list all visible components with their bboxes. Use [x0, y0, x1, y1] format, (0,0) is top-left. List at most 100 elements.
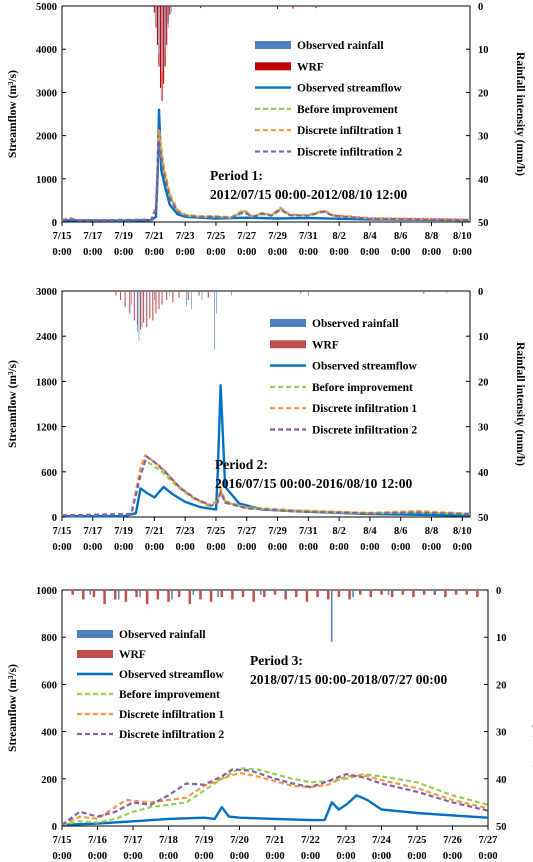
y2-tick-label: 20	[478, 377, 489, 388]
x-tick-time: 0:00	[114, 542, 133, 553]
y-tick-label: 200	[41, 775, 57, 786]
wrf-rain-bar	[169, 6, 171, 15]
observed-rain-bar	[141, 291, 143, 328]
x-tick-time: 0:00	[176, 542, 195, 553]
observed-rain-bar	[230, 291, 232, 296]
observed-rain-bar	[387, 590, 390, 595]
observed-rain-bar	[117, 590, 120, 600]
legend-label: Observed streamflow	[119, 669, 225, 681]
wrf-rain-bar	[143, 291, 145, 323]
legend-swatch-observed-rainfall	[270, 319, 306, 327]
wrf-rain-bar	[412, 590, 415, 598]
x-tick-date: 8/2	[332, 231, 345, 242]
x-tick-date: 7/21	[145, 526, 164, 537]
period-title: Period 1:	[210, 168, 263, 183]
period-title: Period 3:	[250, 653, 303, 668]
x-tick-time: 0:00	[237, 247, 256, 258]
panel-period-2: 0 600 1200 1800 2400 3000 0 10 20 30 40 50 7/15 0:00 7…	[7, 287, 526, 553]
x-tick-time: 0:00	[391, 542, 410, 553]
x-tick-time: 0:00	[330, 247, 349, 258]
wrf-rain-bar	[315, 6, 317, 9]
wrf-rain-bar	[145, 590, 149, 605]
x-tick-time: 0:00	[301, 851, 320, 862]
x-tick-time: 0:00	[299, 247, 318, 258]
y-tick-label: 3000	[36, 88, 57, 99]
x-tick-time: 0:00	[159, 851, 178, 862]
x-tick-date: 8/10	[453, 231, 472, 242]
y2-tick-label: 40	[496, 775, 507, 786]
observed-rain-bar	[167, 6, 169, 28]
wrf-rain-bar	[454, 590, 458, 595]
x-tick-time: 0:00	[52, 247, 71, 258]
wrf-rain-bar	[187, 291, 189, 301]
wrf-rain-bar	[135, 590, 138, 598]
panel-period-1: 0 1000 2000 3000 4000 5000 0 10 20 30 40 50 7/15 0:00…	[7, 2, 526, 258]
legend-label: Observed rainfall	[297, 40, 384, 52]
series-line-before-improvement	[61, 134, 471, 222]
x-tick-time: 0:00	[299, 542, 318, 553]
y2-tick-label: 30	[478, 132, 489, 143]
y2-tick-label: 50	[478, 218, 489, 229]
observed-rain-bar	[433, 590, 436, 595]
x-tick-time: 0:00	[52, 542, 71, 553]
observed-rain-bar	[161, 6, 163, 71]
y2-tick-label: 10	[478, 332, 489, 343]
x-tick-time: 0:00	[52, 851, 71, 862]
observed-rain-bar	[192, 590, 195, 595]
legend-label: Discrete infiltration 1	[312, 403, 417, 415]
wrf-rain-bar	[166, 6, 168, 45]
wrf-rain-bar	[292, 6, 294, 9]
wrf-rain-bar	[92, 590, 96, 598]
x-tick-date: 7/27	[479, 835, 498, 846]
x-tick-time: 0:00	[206, 542, 225, 553]
x-tick-date: 7/21	[145, 231, 164, 242]
y-tick-label: 2400	[36, 332, 57, 343]
y2-tick-label: 0	[478, 287, 483, 298]
x-tick-date: 7/17	[83, 231, 102, 242]
x-tick-date: 7/27	[237, 526, 256, 537]
legend-swatch-observed-rainfall	[255, 41, 291, 49]
y2-tick-label: 40	[478, 175, 489, 186]
y-tick-label: 3000	[36, 287, 57, 298]
wrf-rain-bar	[337, 590, 341, 598]
x-tick-time: 0:00	[83, 247, 102, 258]
y2-axis-label: Rainfall intensity (mm/h)	[514, 52, 526, 176]
x-tick-time: 0:00	[391, 247, 410, 258]
x-tick-time: 0:00	[268, 542, 287, 553]
x-tick-time: 0:00	[145, 247, 164, 258]
wrf-rain-bar	[158, 291, 160, 310]
x-tick-time: 0:00	[330, 542, 349, 553]
observed-rain-bar	[214, 291, 215, 350]
wrf-rain-bar	[401, 590, 405, 595]
x-tick-date: 8/6	[394, 526, 407, 537]
x-tick-time: 0:00	[360, 247, 379, 258]
legend-label: Observed rainfall	[119, 629, 206, 641]
x-tick-date: 8/8	[425, 231, 438, 242]
wrf-rain-bar	[369, 590, 373, 598]
x-tick-date: 7/17	[83, 526, 102, 537]
x-tick-time: 0:00	[453, 247, 472, 258]
legend-label: Before improvement	[297, 104, 398, 116]
observed-rain-bar	[446, 291, 448, 294]
wrf-rain-bar	[133, 291, 135, 321]
y2-tick-label: 0	[478, 2, 483, 13]
x-tick-date: 7/19	[114, 231, 133, 242]
wrf-rain-bar	[300, 291, 302, 294]
x-tick-time: 0:00	[478, 851, 497, 862]
y-tick-label: 1000	[36, 175, 57, 186]
x-tick-date: 7/26	[443, 835, 462, 846]
wrf-rain-bar	[252, 590, 255, 602]
legend-label: Discrete infiltration 2	[312, 425, 417, 437]
x-tick-date: 7/21	[266, 835, 285, 846]
y2-tick-label: 20	[478, 88, 489, 99]
x-tick-date: 7/15	[53, 835, 72, 846]
x-tick-date: 8/6	[394, 231, 407, 242]
x-tick-date: 7/24	[372, 835, 391, 846]
x-tick-date: 8/10	[453, 526, 472, 537]
period-range: 2016/07/15 00:00-2016/08/10 12:00	[215, 476, 412, 491]
wrf-rain-bar	[156, 590, 160, 600]
y2-tick-label: 40	[478, 468, 489, 479]
legend-label: Observed rainfall	[312, 318, 399, 330]
wrf-rain-bar	[124, 291, 126, 307]
observed-rain-bar	[186, 291, 187, 307]
